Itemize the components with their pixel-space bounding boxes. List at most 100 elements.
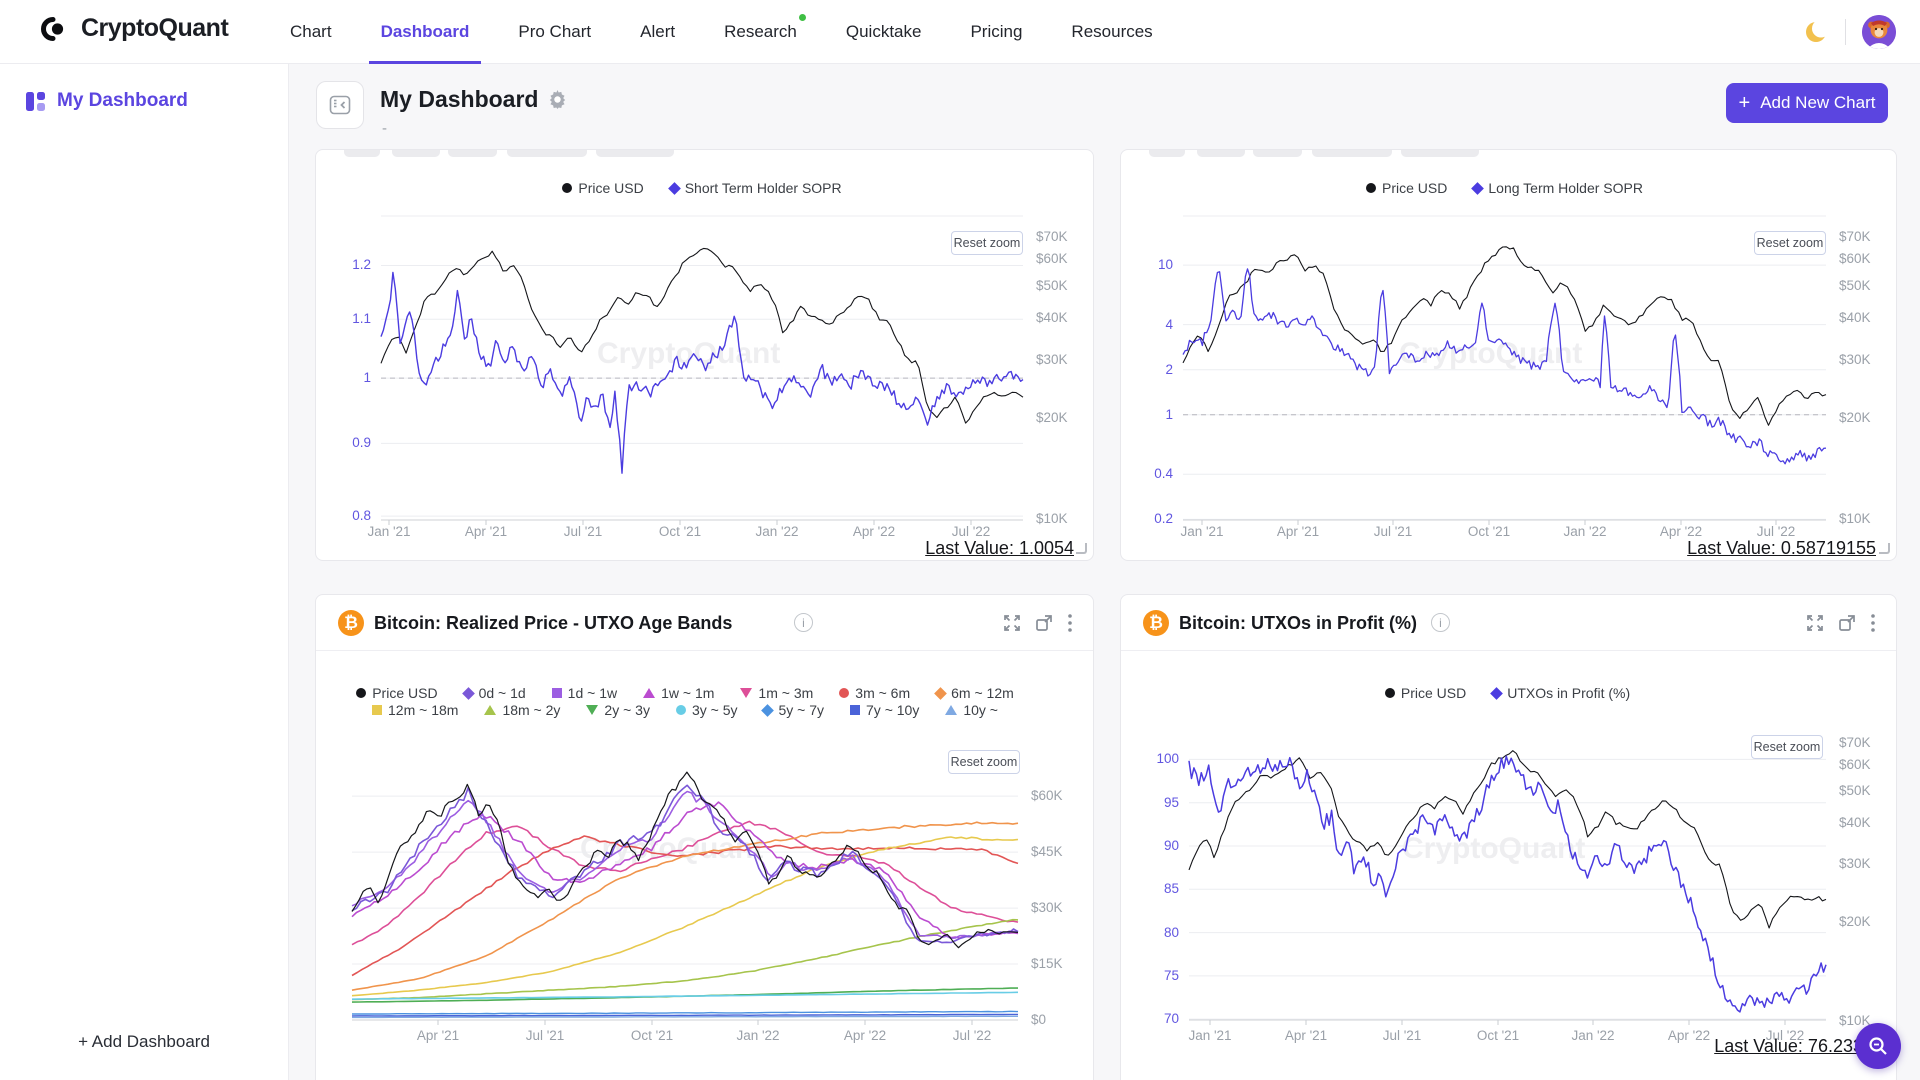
legend-label: Price USD: [578, 180, 644, 196]
legend-item-price-usd[interactable]: Price USD: [562, 180, 644, 196]
reset-zoom-button[interactable]: Reset zoom: [948, 750, 1020, 774]
expand-chart-icon[interactable]: [1806, 614, 1824, 632]
legend-label: 1d ~ 1w: [567, 685, 618, 701]
legend-item-short-term-holder-sopr[interactable]: Short Term Holder SOPR: [667, 180, 842, 196]
legend-item-utxos-in-profit-[interactable]: UTXOs in Profit (%): [1490, 685, 1630, 701]
nav-item-label: Dashboard: [380, 22, 470, 41]
y-axis-label-right: $20K: [1839, 410, 1871, 426]
chart-legend: Price USD UTXOs in Profit (%): [1189, 685, 1826, 701]
chart-canvas[interactable]: [316, 150, 1095, 562]
add-new-chart-button[interactable]: + Add New Chart: [1726, 83, 1888, 123]
reset-zoom-button[interactable]: Reset zoom: [1751, 735, 1823, 759]
nav-item-dashboard[interactable]: Dashboard: [368, 0, 482, 64]
nav-item-quicktake[interactable]: Quicktake: [846, 0, 922, 64]
info-icon[interactable]: i: [1431, 613, 1450, 632]
legend-label: 0d ~ 1d: [478, 685, 526, 701]
legend-item-10y-[interactable]: 10y ~: [945, 702, 998, 718]
series-12m-18m: [351, 836, 1019, 997]
reset-zoom-button[interactable]: Reset zoom: [951, 231, 1023, 255]
user-avatar[interactable]: [1862, 15, 1896, 49]
open-fullscreen-icon[interactable]: [1838, 614, 1856, 632]
nav-item-pro-chart[interactable]: Pro Chart: [518, 0, 591, 64]
legend-item-1d-1w[interactable]: 1d ~ 1w: [551, 685, 618, 701]
legend-item-6m-12m[interactable]: 6m ~ 12m: [934, 685, 1014, 701]
chart-canvas[interactable]: [316, 595, 1095, 1080]
panel-resize-handle[interactable]: [1076, 543, 1087, 554]
nav-item-pricing[interactable]: Pricing: [970, 0, 1022, 64]
panel-resize-handle[interactable]: [1879, 543, 1890, 554]
clipped-chart-header: [448, 150, 497, 157]
legend-item-2y-3y[interactable]: 2y ~ 3y: [586, 702, 650, 718]
chart-canvas[interactable]: [1121, 595, 1898, 1080]
info-icon[interactable]: i: [794, 613, 813, 632]
clipped-chart-header: [1312, 150, 1392, 157]
y-axis-label-right: $30K: [1031, 900, 1063, 916]
collapse-sidebar-button[interactable]: [316, 81, 364, 129]
x-axis-label: Jan '21: [1180, 524, 1224, 539]
y-axis-label-left: 0.2: [1154, 511, 1173, 527]
legend-item-1m-3m[interactable]: 1m ~ 3m: [740, 685, 813, 701]
chart-canvas[interactable]: [1121, 150, 1898, 562]
chart-legend: Price USD Long Term Holder SOPR: [1183, 180, 1826, 196]
series-5y-7y: [351, 1010, 1019, 1015]
legend-item-1w-1m[interactable]: 1w ~ 1m: [643, 685, 714, 701]
y-axis-label-right: $15K: [1031, 956, 1063, 972]
sidebar-item-my-dashboard[interactable]: My Dashboard: [0, 64, 288, 112]
expand-chart-icon[interactable]: [1003, 614, 1021, 632]
legend-item-price-usd[interactable]: Price USD: [1366, 180, 1447, 196]
legend-label: 18m ~ 2y: [502, 702, 561, 718]
legend-item-3y-5y[interactable]: 3y ~ 5y: [675, 702, 738, 718]
nav-item-research[interactable]: Research: [724, 0, 806, 64]
series-1d-1w: [351, 790, 1019, 940]
y-axis-label-right: $50K: [1839, 277, 1871, 293]
legend-marker-square: [372, 705, 382, 715]
nav-item-resources[interactable]: Resources: [1071, 0, 1152, 64]
x-axis-label: Apr '22: [843, 1028, 887, 1043]
legend-item-12m-18m[interactable]: 12m ~ 18m: [372, 702, 458, 718]
x-axis-label: Jul '21: [563, 524, 603, 539]
legend-item-7y-10y[interactable]: 7y ~ 10y: [850, 702, 919, 718]
legend-label: 1m ~ 3m: [758, 685, 814, 701]
chart-legend: Price USD 0d ~ 1d 1d ~ 1w 1w ~ 1m 1m ~ 3m 3m …: [352, 685, 1018, 701]
y-axis-label-left: 2: [1165, 361, 1173, 377]
bitcoin-icon: ₿: [338, 610, 364, 636]
legend-item-0d-1d[interactable]: 0d ~ 1d: [461, 685, 526, 701]
kebab-menu-icon[interactable]: [1067, 613, 1073, 633]
legend-item-price-usd[interactable]: Price USD: [356, 685, 438, 701]
y-axis-label-left: 1.1: [352, 311, 371, 327]
add-dashboard-button[interactable]: + Add Dashboard: [78, 1032, 210, 1051]
series-price-usd: [351, 771, 1019, 949]
nav-item-label: Research: [724, 22, 797, 41]
legend-item-price-usd[interactable]: Price USD: [1384, 685, 1467, 701]
legend-label: Price USD: [1400, 685, 1467, 701]
y-axis-label-right: $60K: [1031, 788, 1063, 804]
top-navbar: CryptoQuant Chart Dashboard Pro Chart Alert…: [0, 0, 1920, 64]
y-axis-label-right: $50K: [1036, 277, 1068, 293]
dark-mode-toggle-moon-icon[interactable]: [1803, 19, 1830, 45]
x-axis-label: Jan '22: [1563, 524, 1607, 539]
legend-label: Price USD: [372, 685, 438, 701]
legend-item-3m-6m[interactable]: 3m ~ 6m: [839, 685, 910, 701]
nav-item-chart[interactable]: Chart: [290, 0, 332, 64]
nav-item-alert[interactable]: Alert: [640, 0, 675, 64]
page-title: My Dashboard: [380, 86, 539, 112]
y-axis-label-right: $40K: [1036, 310, 1068, 326]
chart-panel-utxos-in-profit: ₿ Bitcoin: UTXOs in Profit (%) i CryptoQ…: [1120, 594, 1897, 1080]
legend-marker-square: [850, 705, 861, 715]
reset-zoom-button[interactable]: Reset zoom: [1754, 231, 1826, 255]
legend-item-5y-7y[interactable]: 5y ~ 7y: [761, 702, 824, 718]
x-axis-label: Oct '21: [1476, 1028, 1520, 1043]
legend-marker-circle: [675, 705, 686, 715]
dashboard-settings-gear-icon[interactable]: [548, 90, 567, 109]
legend-label: 3y ~ 5y: [691, 702, 738, 718]
zoom-search-fab[interactable]: [1855, 1023, 1901, 1069]
legend-item-long-term-holder-sopr[interactable]: Long Term Holder SOPR: [1471, 180, 1643, 196]
y-axis-label-right: $20K: [1036, 410, 1068, 426]
open-fullscreen-icon[interactable]: [1035, 614, 1053, 632]
x-axis-label: Jul '22: [1756, 524, 1796, 539]
sidebar: My Dashboard + Add Dashboard: [0, 64, 289, 1080]
legend-item-18m-2y[interactable]: 18m ~ 2y: [484, 702, 560, 718]
legend-label: 10y ~: [963, 702, 998, 718]
cryptoquant-logo[interactable]: CryptoQuant: [38, 14, 229, 43]
kebab-menu-icon[interactable]: [1870, 613, 1876, 633]
